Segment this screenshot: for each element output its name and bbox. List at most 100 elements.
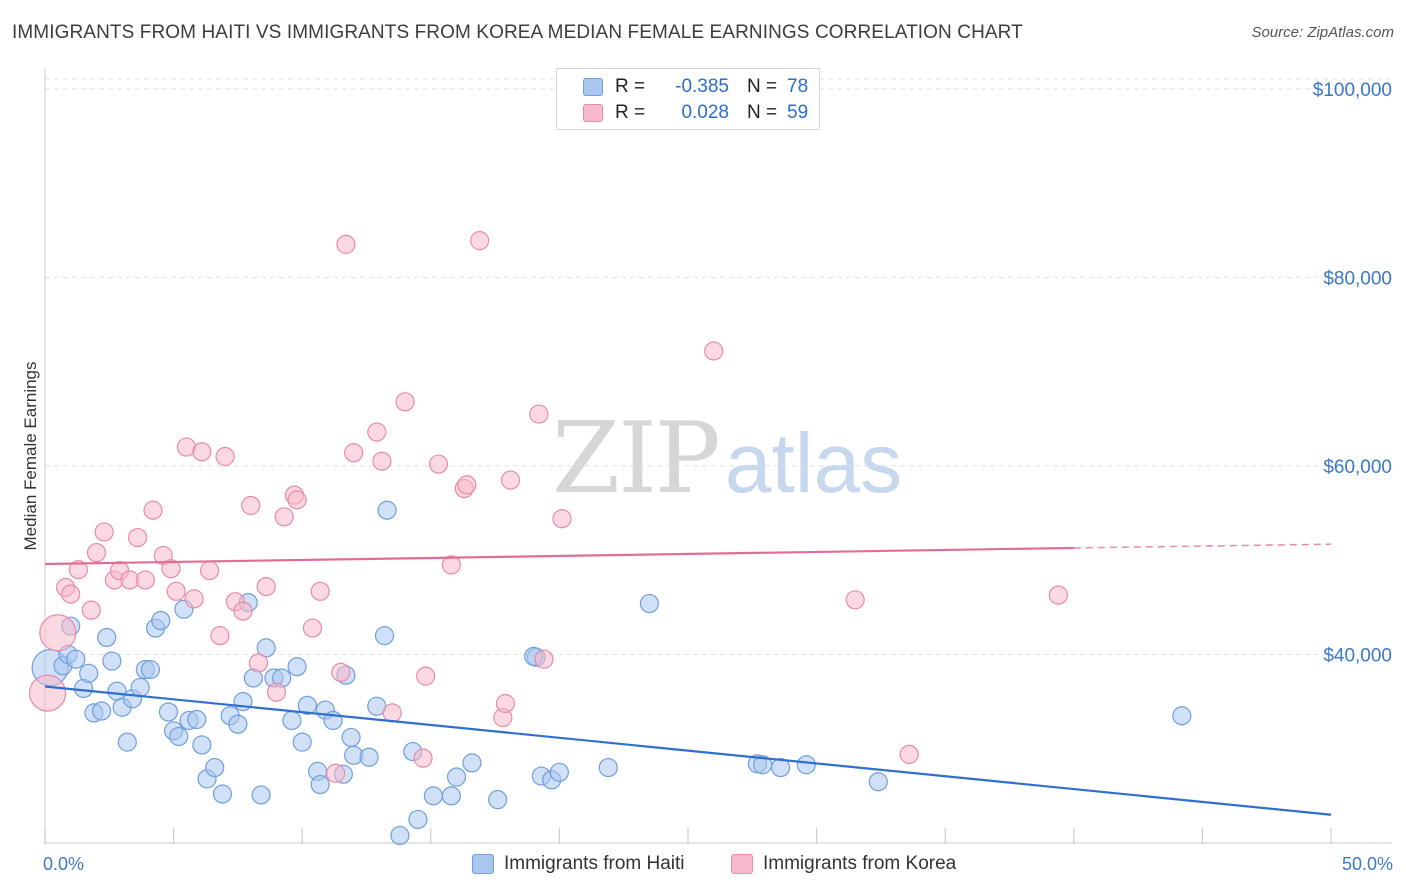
korea-data-point bbox=[143, 500, 163, 520]
korea-data-point bbox=[210, 626, 230, 646]
bottom-swatch-korea bbox=[731, 854, 753, 874]
legend-row-korea: R = 0.028 N = 59 bbox=[583, 100, 808, 126]
haiti-data-point bbox=[770, 757, 791, 778]
haiti-data-point bbox=[66, 649, 86, 669]
korea-data-point bbox=[382, 703, 402, 723]
korea-data-point bbox=[248, 653, 269, 673]
y-axis-label: Median Female Earnings bbox=[21, 362, 40, 551]
haiti-data-point bbox=[639, 593, 660, 614]
haiti-data-point bbox=[390, 825, 410, 846]
haiti-data-point bbox=[251, 785, 271, 805]
y-tick-label: $60,000 bbox=[1323, 457, 1392, 478]
korea-data-point bbox=[336, 234, 356, 254]
korea-data-point bbox=[274, 507, 294, 527]
bottom-legend-korea-label: Immigrants from Korea bbox=[763, 853, 957, 874]
haiti-data-point bbox=[102, 651, 122, 671]
bottom-legend-haiti-label: Immigrants from Haiti bbox=[504, 853, 685, 874]
series-korea-points bbox=[28, 231, 1068, 783]
haiti-data-point bbox=[310, 774, 330, 795]
korea-data-point bbox=[310, 581, 330, 601]
haiti-data-point bbox=[256, 638, 276, 658]
korea-data-point bbox=[413, 748, 433, 768]
chart-title: IMMIGRANTS FROM HAITI VS IMMIGRANTS FROM… bbox=[12, 22, 1023, 43]
korea-data-point bbox=[86, 543, 107, 563]
x-tick-label: 50.0% bbox=[1342, 854, 1393, 874]
korea-trend-extension bbox=[1073, 543, 1332, 549]
korea-data-point bbox=[704, 341, 724, 361]
bottom-legend-haiti: Immigrants from Haiti bbox=[472, 852, 685, 876]
x-tick-label: 0.0% bbox=[43, 854, 84, 874]
korea-data-point bbox=[233, 601, 253, 621]
legend-swatch-haiti bbox=[583, 78, 603, 96]
correlation-legend: R = -0.385 N = 78 R = 0.028 N = 59 bbox=[556, 68, 820, 130]
korea-data-point bbox=[529, 404, 549, 424]
korea-data-point bbox=[28, 674, 67, 712]
legend-row-haiti: R = -0.385 N = 78 bbox=[583, 74, 808, 100]
korea-data-point bbox=[127, 527, 148, 548]
korea-data-point bbox=[372, 451, 392, 471]
haiti-data-point bbox=[796, 755, 816, 775]
haiti-data-point bbox=[423, 786, 443, 806]
korea-data-point bbox=[331, 662, 351, 682]
haiti-data-point bbox=[169, 726, 189, 747]
haiti-data-point bbox=[158, 702, 179, 722]
haiti-data-point bbox=[282, 710, 302, 731]
legend-r-label: R = bbox=[615, 102, 646, 123]
haiti-data-point bbox=[441, 786, 461, 806]
haiti-data-point bbox=[151, 610, 171, 631]
axes bbox=[44, 68, 1392, 844]
korea-data-point bbox=[166, 581, 186, 601]
korea-data-point bbox=[326, 763, 346, 783]
haiti-trend-line bbox=[44, 685, 1332, 816]
legend-r-value-haiti: -0.385 bbox=[675, 76, 729, 97]
haiti-data-point bbox=[297, 695, 317, 715]
korea-data-point bbox=[367, 422, 387, 442]
haiti-data-point bbox=[130, 677, 150, 698]
korea-data-point bbox=[552, 509, 572, 529]
haiti-data-point bbox=[359, 747, 379, 767]
korea-data-point bbox=[192, 442, 212, 462]
korea-data-point bbox=[416, 666, 436, 686]
korea-data-point bbox=[266, 682, 287, 702]
haiti-data-point bbox=[1172, 706, 1192, 726]
haiti-data-point bbox=[228, 714, 248, 734]
haiti-data-point bbox=[341, 727, 361, 748]
korea-data-point bbox=[200, 560, 220, 581]
legend-r-label: R = bbox=[615, 76, 646, 97]
korea-data-point bbox=[470, 231, 490, 251]
haiti-data-point bbox=[446, 767, 467, 787]
y-tick-label: $80,000 bbox=[1323, 268, 1392, 289]
haiti-data-point bbox=[598, 757, 618, 778]
korea-data-point bbox=[457, 475, 477, 495]
legend-n-label: N = bbox=[747, 102, 778, 123]
haiti-data-point bbox=[374, 626, 395, 646]
korea-data-point bbox=[184, 589, 204, 609]
korea-data-point bbox=[94, 522, 114, 542]
korea-data-point bbox=[428, 454, 449, 474]
korea-trend-line bbox=[44, 546, 1074, 566]
series-haiti-points bbox=[31, 500, 1192, 846]
haiti-data-point bbox=[140, 659, 161, 680]
korea-data-point bbox=[39, 614, 77, 652]
legend-n-label: N = bbox=[747, 76, 778, 97]
haiti-data-point bbox=[187, 709, 207, 730]
haiti-data-point bbox=[97, 627, 117, 648]
korea-data-point bbox=[81, 600, 101, 620]
haiti-data-point bbox=[408, 809, 428, 830]
haiti-data-point bbox=[868, 772, 888, 792]
haiti-data-point bbox=[205, 757, 225, 778]
korea-data-point bbox=[68, 560, 89, 580]
korea-data-point bbox=[135, 570, 155, 590]
haiti-data-point bbox=[462, 753, 482, 773]
korea-data-point bbox=[441, 555, 461, 575]
legend-r-value-korea: 0.028 bbox=[681, 102, 729, 123]
korea-data-point bbox=[256, 576, 276, 597]
korea-data-point bbox=[534, 649, 554, 669]
haiti-data-point bbox=[212, 784, 233, 804]
haiti-data-point bbox=[549, 762, 570, 782]
haiti-data-point bbox=[488, 790, 508, 810]
korea-data-point bbox=[302, 618, 323, 638]
legend-n-value-haiti: 78 bbox=[787, 76, 809, 97]
haiti-data-point bbox=[91, 701, 112, 721]
bottom-legend-korea: Immigrants from Korea bbox=[731, 852, 956, 876]
